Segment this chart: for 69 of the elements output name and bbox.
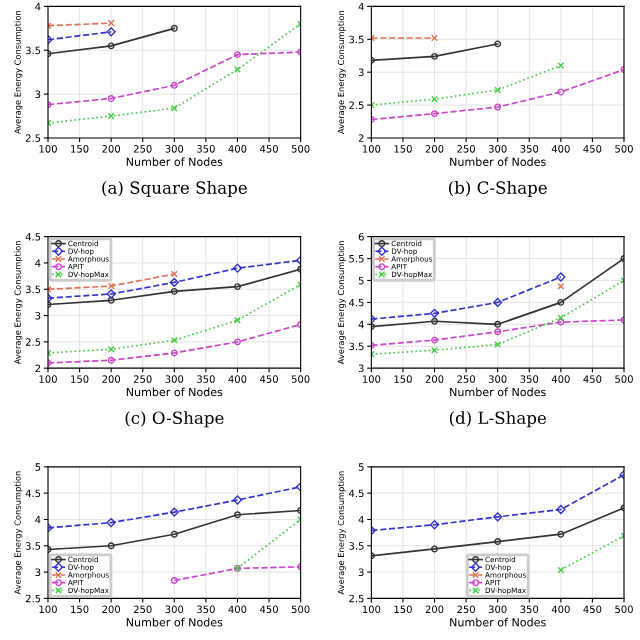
line-series — [48, 255, 301, 303]
point — [234, 511, 241, 519]
point — [107, 282, 115, 290]
point — [431, 110, 438, 118]
point — [106, 289, 116, 299]
point — [107, 42, 115, 50]
point — [494, 538, 502, 546]
point — [170, 24, 178, 32]
line-series — [48, 507, 301, 553]
point — [234, 51, 241, 59]
point — [107, 345, 115, 353]
line-series — [48, 265, 301, 308]
point — [494, 341, 502, 348]
point — [493, 297, 503, 308]
point — [431, 34, 438, 42]
point — [107, 112, 115, 120]
point — [557, 530, 565, 538]
point — [170, 530, 178, 538]
point — [106, 518, 116, 528]
point — [494, 328, 502, 336]
point — [493, 512, 503, 522]
point — [170, 81, 178, 89]
point — [232, 263, 243, 273]
point — [431, 95, 438, 103]
point — [107, 19, 115, 27]
point — [106, 27, 116, 37]
point — [170, 577, 178, 584]
point — [429, 520, 440, 530]
point — [556, 504, 566, 515]
point — [170, 270, 178, 278]
point — [494, 86, 502, 94]
text: (b) C-Shape — [449, 180, 547, 198]
point — [431, 336, 438, 344]
point — [429, 308, 440, 318]
text: (a) Square Shape — [102, 180, 247, 198]
line-series — [48, 48, 301, 109]
point — [494, 320, 502, 328]
point — [557, 88, 565, 96]
point — [494, 103, 502, 111]
point — [234, 283, 241, 291]
text: (d) L-Shape — [449, 411, 546, 428]
text: (c) O-Shape — [125, 411, 224, 428]
point — [234, 338, 241, 346]
line-series — [371, 255, 624, 330]
line-series — [371, 316, 624, 349]
point — [107, 95, 115, 102]
point — [431, 545, 438, 553]
point — [107, 356, 115, 364]
point — [557, 298, 565, 306]
point — [431, 317, 438, 325]
point — [431, 52, 438, 60]
point — [557, 566, 565, 574]
point — [494, 40, 502, 48]
line-series — [371, 66, 624, 124]
point — [170, 287, 178, 295]
point — [556, 272, 566, 282]
line-series — [371, 504, 624, 560]
point — [107, 542, 115, 550]
point — [170, 349, 178, 357]
point — [431, 346, 438, 354]
point — [232, 495, 243, 505]
point — [557, 62, 565, 70]
line-series — [371, 272, 566, 324]
point — [234, 316, 241, 324]
point — [170, 336, 178, 344]
point — [169, 277, 179, 288]
point — [170, 104, 178, 112]
point — [169, 507, 179, 517]
line-series — [48, 482, 301, 533]
